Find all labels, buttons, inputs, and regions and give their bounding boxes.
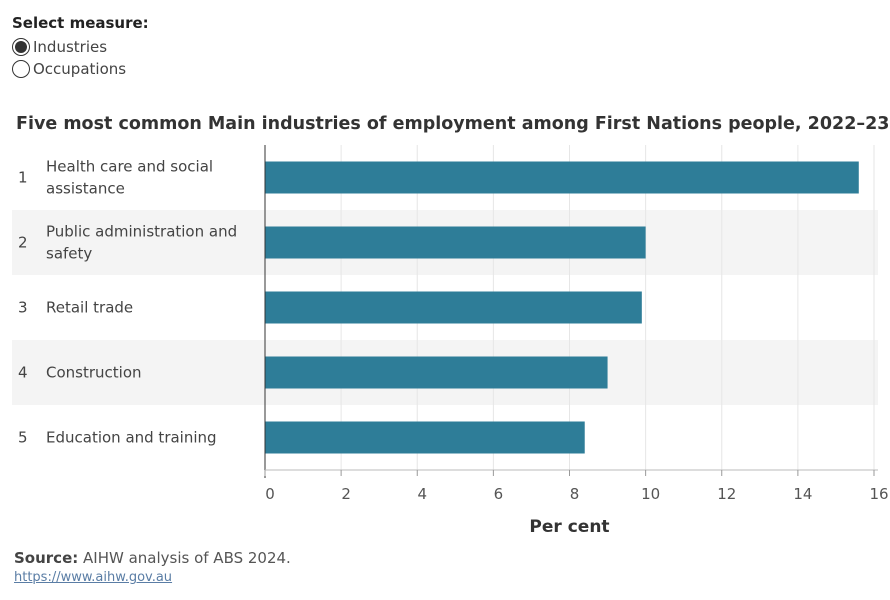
rank-label: 5	[18, 429, 28, 447]
radio-occupations-label: Occupations	[33, 60, 127, 78]
rank-label: 2	[18, 234, 28, 252]
bar	[265, 356, 608, 389]
x-tick-label: 10	[641, 485, 660, 503]
rank-label: 4	[18, 364, 28, 382]
radio-occupations[interactable]: Occupations	[12, 58, 126, 80]
x-tick-label: 0	[265, 485, 275, 503]
bar	[265, 421, 585, 454]
source-note: Source: AIHW analysis of ABS 2024.	[14, 549, 291, 567]
category-label: Education and training	[46, 429, 217, 447]
bar-chart: 1 Health care and social assistance 2 Public…	[12, 145, 889, 537]
radio-industries-label: Industries	[33, 38, 108, 56]
x-tick-label: 2	[341, 485, 351, 503]
x-axis-title: Per cent	[529, 517, 609, 537]
bar	[265, 226, 646, 259]
x-tick-label: 16	[869, 485, 888, 503]
chart-title: Five most common Main industries of empl…	[16, 114, 890, 134]
x-tick-label: 14	[793, 485, 812, 503]
radio-selected-icon	[12, 38, 30, 56]
radio-unselected-icon	[12, 60, 30, 78]
aihw-link[interactable]: https://www.aihw.gov.au	[14, 570, 173, 585]
bar	[265, 291, 642, 324]
source-label: Source:	[14, 549, 79, 567]
rank-label: 1	[18, 169, 28, 187]
x-tick-label: 6	[494, 485, 504, 503]
rank-label: 3	[18, 299, 28, 317]
category-label: Retail trade	[46, 299, 133, 317]
radio-industries[interactable]: Industries	[12, 36, 107, 58]
category-label: Public administration and safety	[46, 223, 237, 263]
select-measure-label: Select measure:	[12, 14, 149, 32]
category-label: Construction	[46, 364, 142, 382]
x-tick-label: 12	[717, 485, 736, 503]
x-tick-label: 8	[570, 485, 580, 503]
bar	[265, 161, 859, 194]
source-text: AIHW analysis of ABS 2024.	[78, 549, 291, 567]
category-label: Health care and social assistance	[46, 158, 213, 198]
x-tick-label: 4	[417, 485, 427, 503]
